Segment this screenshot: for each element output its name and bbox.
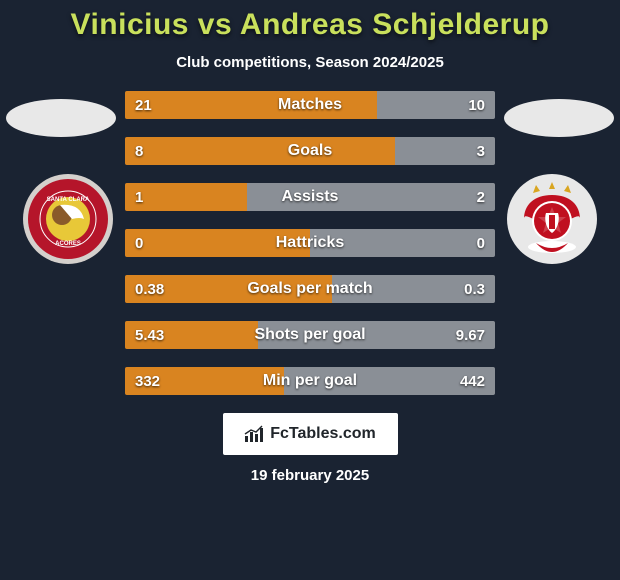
season-subtitle: Club competitions, Season 2024/2025	[0, 54, 620, 71]
svg-text:SANTA CLARA: SANTA CLARA	[47, 197, 90, 203]
brand-chart-icon	[244, 425, 264, 443]
stat-label: Shots per goal	[125, 321, 495, 349]
stats-bars-container: 2110Matches 83Goals 12Assists 00Hattricks 0.…	[125, 91, 495, 395]
club-logo-left: SANTA CLARA ACORES	[22, 173, 114, 265]
stat-label: Matches	[125, 91, 495, 119]
benfica-logo-icon	[506, 173, 598, 265]
stat-label: Goals per match	[125, 275, 495, 303]
stat-bar: 12Assists	[125, 183, 495, 211]
brand-text: FcTables.com	[270, 425, 376, 443]
date-label: 19 february 2025	[0, 467, 620, 484]
stat-label: Min per goal	[125, 367, 495, 395]
stat-bar: 83Goals	[125, 137, 495, 165]
stat-label: Goals	[125, 137, 495, 165]
stat-bar: 332442Min per goal	[125, 367, 495, 395]
stat-bar: 5.439.67Shots per goal	[125, 321, 495, 349]
player-photo-left	[6, 99, 116, 137]
stat-bar: 0.380.3Goals per match	[125, 275, 495, 303]
comparison-title: Vinicius vs Andreas Schjelderup	[0, 8, 620, 42]
stat-label: Hattricks	[125, 229, 495, 257]
brand-watermark: FcTables.com	[223, 413, 398, 455]
stat-bar: 00Hattricks	[125, 229, 495, 257]
player-photo-right	[504, 99, 614, 137]
svg-text:ACORES: ACORES	[55, 241, 81, 247]
stat-label: Assists	[125, 183, 495, 211]
club-logo-right	[506, 173, 598, 265]
stat-bar: 2110Matches	[125, 91, 495, 119]
santa-clara-logo-icon: SANTA CLARA ACORES	[22, 173, 114, 265]
